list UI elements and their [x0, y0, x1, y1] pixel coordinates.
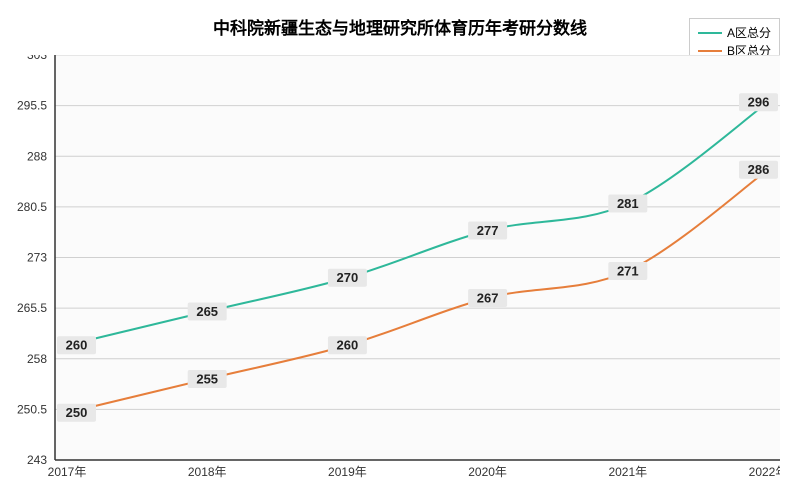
svg-text:280.5: 280.5: [17, 200, 47, 214]
svg-text:250: 250: [66, 405, 88, 420]
svg-text:273: 273: [27, 251, 47, 265]
svg-text:265.5: 265.5: [17, 301, 47, 315]
svg-text:2022年: 2022年: [749, 465, 780, 479]
svg-text:265: 265: [196, 304, 218, 319]
svg-text:288: 288: [27, 149, 47, 163]
svg-text:2019年: 2019年: [328, 465, 367, 479]
svg-text:260: 260: [66, 338, 88, 353]
legend-swatch-a: [698, 32, 722, 34]
svg-text:2021年: 2021年: [608, 465, 647, 479]
line-chart: 中科院新疆生态与地理研究所体育历年考研分数线 A区总分 B区总分 243250.…: [0, 0, 800, 500]
chart-title: 中科院新疆生态与地理研究所体育历年考研分数线: [0, 14, 800, 39]
svg-text:260: 260: [337, 338, 359, 353]
svg-text:255: 255: [196, 371, 218, 386]
svg-text:250.5: 250.5: [17, 402, 47, 416]
svg-text:295.5: 295.5: [17, 99, 47, 113]
svg-text:243: 243: [27, 453, 47, 467]
legend-swatch-b: [698, 50, 722, 52]
legend-label-a: A区总分: [727, 24, 771, 41]
svg-text:303: 303: [27, 55, 47, 62]
svg-text:270: 270: [337, 270, 359, 285]
legend-item-a: A区总分: [698, 24, 771, 41]
svg-text:267: 267: [477, 290, 499, 305]
svg-text:281: 281: [617, 196, 639, 211]
svg-text:2017年: 2017年: [48, 465, 87, 479]
svg-text:296: 296: [748, 95, 770, 110]
svg-text:2018年: 2018年: [188, 465, 227, 479]
svg-text:258: 258: [27, 352, 47, 366]
svg-text:286: 286: [748, 162, 770, 177]
plot-svg: 243 250.5 258 265.5 273 280.5 288 295.5 303 2017年…: [10, 55, 780, 482]
svg-text:277: 277: [477, 223, 499, 238]
svg-text:271: 271: [617, 263, 639, 278]
plot-area: 243250.5258265.5273280.5288295.53032017年…: [10, 55, 735, 460]
svg-text:2020年: 2020年: [468, 465, 507, 479]
